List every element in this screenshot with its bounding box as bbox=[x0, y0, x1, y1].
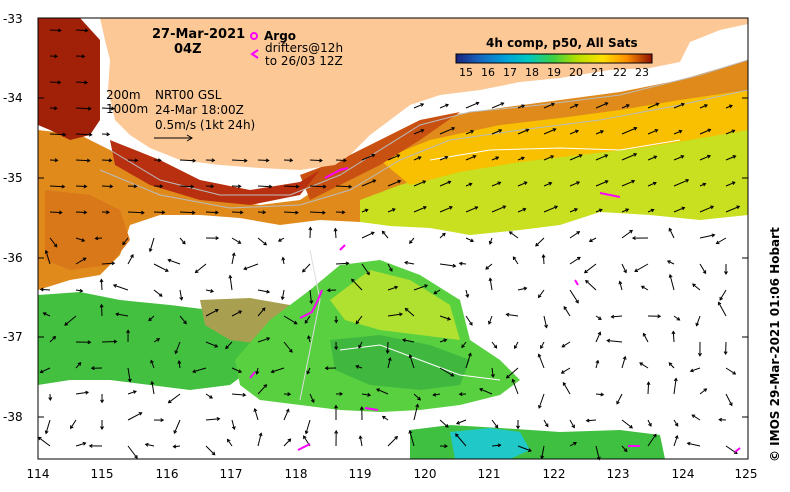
colorbar-tick: 18 bbox=[525, 66, 539, 79]
colorbar-tick: 17 bbox=[503, 66, 517, 79]
drifter-symbol bbox=[250, 49, 259, 59]
colorbar-tick: 21 bbox=[591, 66, 605, 79]
lon-tick: 117 bbox=[219, 467, 243, 481]
lon-tick: 120 bbox=[413, 467, 437, 481]
lon-tick: 119 bbox=[348, 467, 372, 481]
plot-frame bbox=[37, 17, 749, 460]
colorbar-tick: 22 bbox=[613, 66, 627, 79]
colorbar-title: 4h comp, p50, All Sats bbox=[486, 36, 638, 50]
colorbar-tick: 19 bbox=[547, 66, 561, 79]
vector-scale-arrow bbox=[154, 134, 193, 142]
lon-tick: 121 bbox=[477, 467, 501, 481]
colorbar-tick: 23 bbox=[635, 66, 649, 79]
drifters-label-1: drifters@12h bbox=[265, 41, 344, 55]
lon-tick: 122 bbox=[542, 467, 566, 481]
colorbar bbox=[455, 53, 653, 64]
altimetry-source: NRT00 GSL bbox=[155, 88, 222, 102]
drifters-label-2: to 26/03 12Z bbox=[265, 54, 343, 68]
map-date: 27-Mar-2021 bbox=[152, 27, 246, 42]
map-time: 04Z bbox=[174, 42, 202, 57]
lon-tick: 125 bbox=[734, 467, 758, 481]
altimetry-date: 24-Mar 18:00Z bbox=[155, 103, 244, 117]
colorbar-tick: 15 bbox=[459, 66, 473, 79]
drifter-tracks bbox=[249, 167, 741, 453]
lat-tick: -36 bbox=[3, 251, 23, 265]
lon-tick: 115 bbox=[90, 467, 114, 481]
lon-tick: 123 bbox=[606, 467, 630, 481]
lat-tick: -38 bbox=[3, 410, 23, 424]
vector-scale-label: 0.5m/s (1kt 24h) bbox=[155, 118, 256, 132]
lon-tick: 118 bbox=[284, 467, 308, 481]
credit-text: © IMOS 29-Mar-2021 01:06 Hobart bbox=[768, 227, 782, 462]
isobath-200m: 200m bbox=[106, 88, 141, 102]
current-vectors bbox=[37, 28, 741, 461]
lon-tick: 114 bbox=[26, 467, 50, 481]
axis-ticks bbox=[38, 97, 748, 418]
lat-tick: -33 bbox=[3, 12, 23, 26]
argo-symbol bbox=[250, 32, 258, 40]
lon-tick: 124 bbox=[671, 467, 695, 481]
lat-tick: -35 bbox=[3, 171, 23, 185]
lat-tick: -34 bbox=[3, 91, 23, 105]
lat-tick: -37 bbox=[3, 330, 23, 344]
isobath-1000m: 1000m bbox=[106, 102, 149, 116]
lon-tick: 116 bbox=[155, 467, 179, 481]
argo-label: Argo bbox=[264, 29, 297, 43]
colorbar-tick: 16 bbox=[481, 66, 495, 79]
colorbar-tick: 20 bbox=[569, 66, 583, 79]
